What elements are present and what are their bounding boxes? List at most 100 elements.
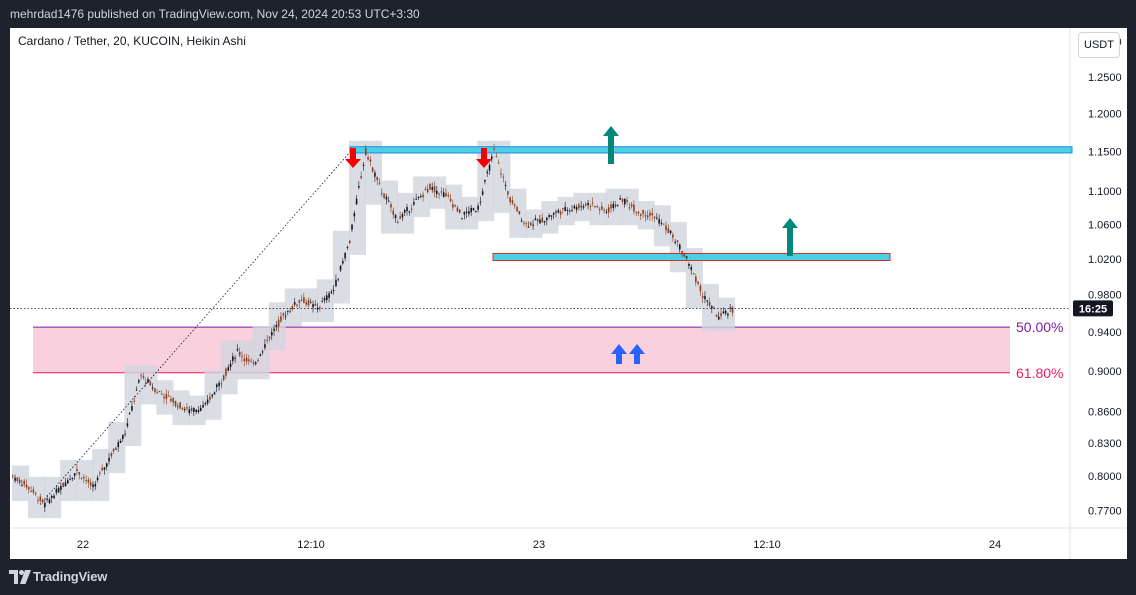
y-tick-label: 0.8300 bbox=[1088, 438, 1122, 450]
brand-name[interactable]: TradingView bbox=[33, 569, 108, 584]
candle-body bbox=[264, 344, 266, 348]
candle-body bbox=[314, 303, 317, 306]
range-band bbox=[44, 476, 62, 519]
candle-body bbox=[481, 191, 484, 195]
candle-body bbox=[701, 296, 704, 298]
candle-body bbox=[190, 408, 193, 412]
range-band bbox=[316, 279, 334, 322]
candle-body bbox=[44, 502, 46, 508]
candle-body bbox=[339, 265, 342, 271]
candle-body bbox=[678, 244, 681, 250]
candle-body bbox=[337, 278, 340, 280]
candle-body bbox=[397, 222, 399, 224]
tradingview-logo-icon[interactable] bbox=[9, 570, 31, 584]
candle-body bbox=[140, 375, 142, 377]
candle-body bbox=[105, 463, 108, 467]
x-tick-label: 24 bbox=[989, 539, 1001, 551]
candle-body bbox=[415, 198, 418, 200]
candle-body bbox=[598, 208, 601, 210]
candle-body bbox=[468, 211, 470, 215]
candle-body bbox=[399, 216, 401, 219]
candle-body bbox=[722, 311, 725, 314]
price-chart[interactable]: 1.30001.25001.20001.15001.10001.06001.02… bbox=[10, 28, 1127, 559]
candle-body bbox=[55, 488, 58, 493]
candle-body bbox=[376, 176, 379, 181]
resistance-zone bbox=[349, 146, 1073, 154]
candle-body bbox=[30, 490, 32, 492]
candle-body bbox=[385, 196, 388, 200]
range-band bbox=[557, 196, 575, 226]
countdown-tag bbox=[1073, 300, 1113, 317]
candle-body bbox=[112, 448, 115, 452]
range-band bbox=[348, 140, 366, 255]
chart-frame[interactable]: 1.30001.25001.20001.15001.10001.06001.02… bbox=[10, 28, 1127, 559]
range-band bbox=[701, 283, 719, 332]
candle-body bbox=[406, 207, 408, 212]
candle-body bbox=[14, 477, 16, 481]
candle-body bbox=[711, 306, 713, 309]
candle-body bbox=[477, 205, 479, 210]
candle-body bbox=[612, 203, 615, 209]
range-band bbox=[12, 465, 30, 501]
candle-body bbox=[225, 368, 227, 376]
candle-body bbox=[394, 214, 397, 219]
candle-body bbox=[596, 206, 599, 208]
candle-body bbox=[266, 339, 269, 341]
candle-body bbox=[644, 215, 647, 217]
candle-body bbox=[695, 276, 697, 283]
candle-body bbox=[181, 408, 184, 410]
candle-body bbox=[138, 380, 140, 383]
range-band bbox=[669, 222, 687, 273]
range-band bbox=[284, 288, 302, 327]
candle-body bbox=[669, 230, 672, 234]
candle-body bbox=[209, 396, 211, 400]
candle-body bbox=[126, 423, 129, 427]
candle-body bbox=[637, 212, 640, 214]
fib-618-label: 61.80% bbox=[1016, 365, 1063, 381]
candle-body bbox=[674, 241, 677, 243]
candle-body bbox=[21, 484, 23, 486]
range-band bbox=[381, 180, 399, 234]
candle-body bbox=[67, 480, 69, 484]
candle-body bbox=[543, 220, 546, 223]
candle-body bbox=[401, 214, 404, 218]
candle-body bbox=[115, 448, 117, 450]
candle-body bbox=[73, 473, 76, 476]
range-band bbox=[429, 176, 447, 209]
candle-body bbox=[273, 328, 275, 331]
candle-body bbox=[484, 180, 486, 182]
up-arrow-icon bbox=[603, 126, 619, 164]
candle-body bbox=[78, 471, 81, 475]
candle-body bbox=[502, 176, 505, 178]
candle-body bbox=[245, 357, 248, 362]
range-band bbox=[156, 380, 174, 415]
candle-body bbox=[351, 224, 353, 230]
candle-body bbox=[348, 240, 351, 244]
candle-body bbox=[330, 291, 333, 294]
candle-body bbox=[291, 306, 294, 310]
candle-body bbox=[367, 157, 369, 160]
candle-body bbox=[277, 319, 280, 327]
candle-body bbox=[85, 479, 87, 481]
candle-body bbox=[500, 173, 502, 175]
range-band bbox=[717, 297, 735, 332]
candle-body bbox=[559, 211, 562, 215]
candle-body bbox=[488, 164, 491, 171]
candle-body bbox=[18, 479, 21, 483]
candle-body bbox=[321, 301, 324, 303]
range-band bbox=[220, 340, 238, 395]
candle-body bbox=[362, 164, 365, 166]
candle-body bbox=[332, 290, 335, 292]
candle-body bbox=[724, 310, 727, 314]
y-tick-label: 0.9800 bbox=[1088, 290, 1122, 302]
candle-body bbox=[188, 409, 191, 414]
candle-body bbox=[174, 401, 177, 407]
candle-body bbox=[39, 496, 42, 501]
candle-body bbox=[323, 297, 326, 301]
candle-body bbox=[326, 295, 328, 301]
candle-body bbox=[479, 201, 482, 203]
range-band bbox=[397, 192, 415, 234]
currency-button[interactable]: USDT bbox=[1078, 32, 1120, 58]
candle-body bbox=[110, 453, 113, 457]
candle-body bbox=[626, 199, 628, 203]
